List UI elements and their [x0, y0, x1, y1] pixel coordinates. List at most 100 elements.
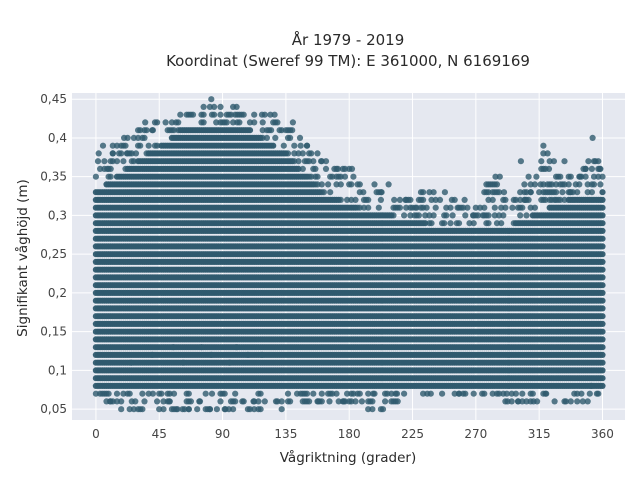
- data-point: [320, 189, 327, 196]
- data-point: [257, 406, 264, 413]
- data-point: [337, 181, 344, 188]
- data-point: [369, 398, 376, 405]
- data-point: [420, 189, 427, 196]
- data-point: [263, 134, 270, 141]
- data-point: [274, 119, 281, 126]
- data-point: [132, 150, 140, 157]
- data-point: [396, 204, 403, 211]
- data-point: [158, 390, 165, 397]
- data-point: [308, 150, 315, 157]
- data-point: [291, 142, 298, 149]
- data-points: [92, 96, 606, 413]
- data-point: [287, 134, 294, 141]
- data-point: [246, 127, 254, 134]
- data-point: [122, 142, 129, 149]
- data-point: [314, 173, 321, 180]
- data-point: [185, 390, 192, 397]
- data-point: [135, 134, 142, 141]
- data-point: [375, 204, 382, 211]
- data-point: [428, 220, 435, 227]
- data-point: [211, 103, 218, 110]
- data-point: [390, 212, 397, 219]
- data-point: [251, 119, 258, 126]
- data-point: [232, 390, 239, 397]
- data-point: [325, 181, 332, 188]
- data-point: [143, 127, 150, 134]
- data-point: [211, 111, 218, 118]
- data-point: [314, 150, 321, 157]
- data-point: [310, 158, 317, 165]
- data-point: [105, 390, 112, 397]
- data-point: [189, 111, 197, 118]
- data-point: [297, 142, 304, 149]
- data-point: [240, 111, 247, 118]
- data-point: [341, 173, 349, 180]
- data-point: [223, 119, 230, 126]
- data-point: [187, 398, 194, 405]
- data-point: [295, 158, 302, 165]
- data-point: [310, 390, 317, 397]
- data-point: [284, 390, 292, 397]
- data-point: [160, 406, 167, 413]
- data-point: [126, 390, 133, 397]
- data-point: [350, 173, 357, 180]
- data-point: [113, 158, 121, 165]
- data-point: [113, 390, 121, 397]
- data-point: [299, 165, 306, 172]
- data-point: [284, 150, 292, 157]
- data-point: [149, 390, 156, 397]
- data-point: [396, 196, 403, 203]
- data-point: [272, 134, 279, 141]
- data-point: [217, 103, 224, 110]
- data-point: [232, 398, 239, 405]
- data-point: [259, 119, 266, 126]
- data-point: [139, 406, 146, 413]
- data-point: [170, 390, 178, 397]
- data-point: [268, 127, 275, 134]
- data-point: [97, 165, 104, 172]
- data-point: [101, 158, 108, 165]
- data-point: [137, 142, 144, 149]
- data-point: [217, 398, 224, 405]
- data-point: [200, 119, 207, 126]
- data-point: [358, 398, 365, 405]
- data-point: [352, 196, 359, 203]
- data-point: [194, 406, 201, 413]
- data-point: [154, 398, 161, 405]
- data-point: [289, 127, 296, 134]
- data-point: [94, 158, 102, 165]
- data-point: [299, 150, 306, 157]
- data-point: [337, 196, 344, 203]
- data-point: [162, 119, 169, 126]
- data-point: [230, 406, 237, 413]
- data-point: [415, 212, 422, 219]
- data-point: [221, 390, 228, 397]
- data-point: [430, 212, 437, 219]
- data-point: [139, 390, 146, 397]
- data-point: [208, 390, 216, 397]
- data-point: [154, 119, 161, 126]
- data-point: [348, 181, 355, 188]
- data-point: [200, 103, 207, 110]
- data-point: [92, 173, 99, 180]
- data-point: [420, 196, 427, 203]
- data-point: [436, 196, 444, 203]
- data-point: [333, 390, 340, 397]
- data-point: [365, 204, 372, 211]
- data-point: [141, 134, 148, 141]
- data-point: [118, 398, 125, 405]
- data-point: [352, 398, 359, 405]
- data-point: [118, 150, 125, 157]
- data-point: [236, 119, 243, 126]
- data-point: [217, 111, 224, 118]
- data-point: [377, 196, 384, 203]
- data-point: [318, 390, 325, 397]
- data-point: [251, 111, 258, 118]
- data-point: [394, 398, 401, 405]
- data-point: [318, 181, 325, 188]
- data-point: [312, 165, 319, 172]
- data-point: [145, 142, 152, 149]
- data-point: [322, 165, 330, 172]
- data-point: [303, 390, 311, 397]
